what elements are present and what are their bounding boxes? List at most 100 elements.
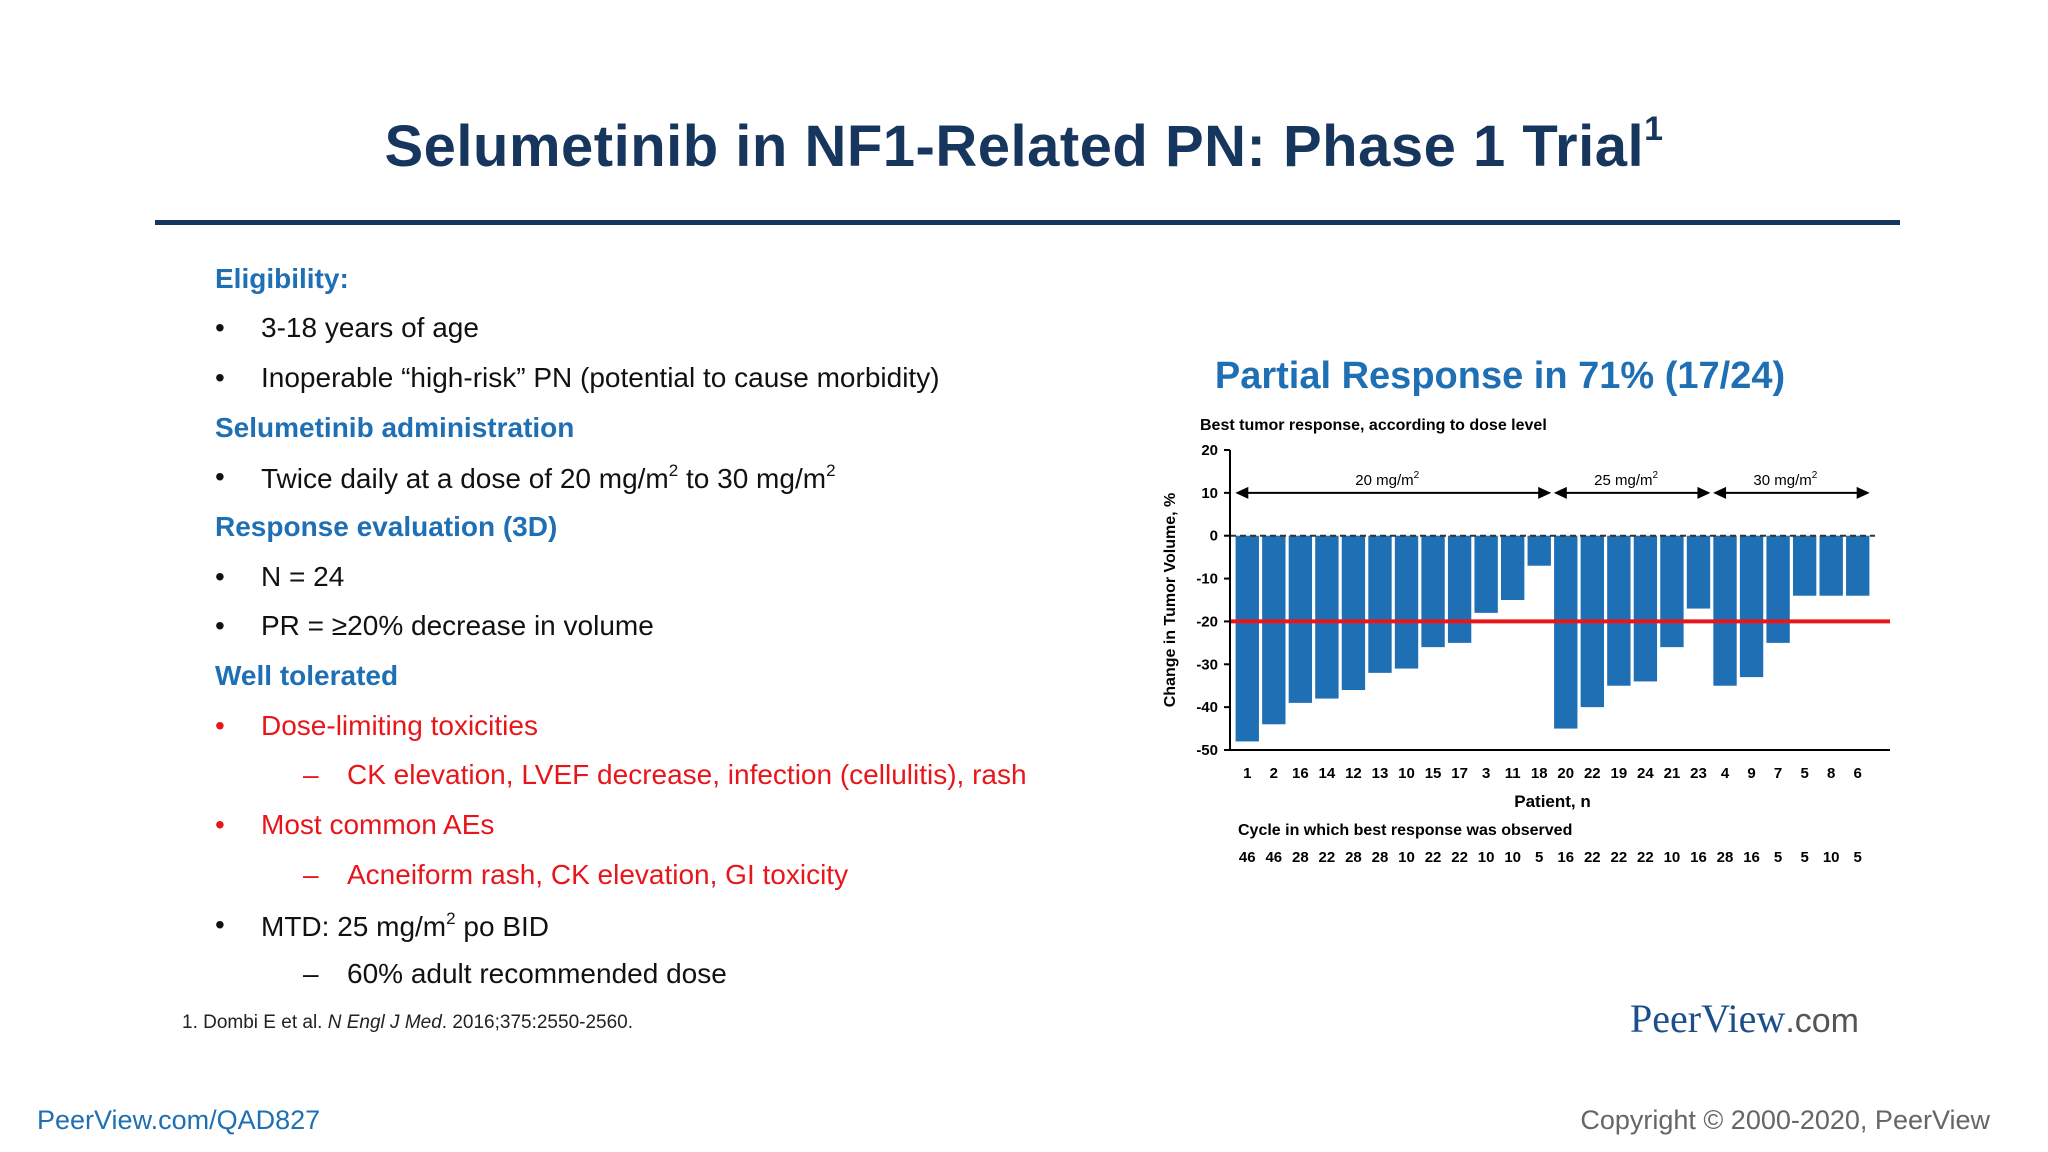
bullet-text: Dose-limiting toxicities bbox=[261, 710, 538, 741]
x-axis-label: Patient, n bbox=[1514, 792, 1591, 811]
bullet-text: N = 24 bbox=[261, 561, 345, 592]
waterfall-chart: Best tumor response, according to dose l… bbox=[1162, 417, 1890, 866]
mtd-text-b: po BID bbox=[455, 911, 549, 942]
cycle-label: Cycle in which best response was observe… bbox=[1238, 822, 1572, 839]
x-tick-label: 21 bbox=[1664, 765, 1681, 782]
section-response: Response evaluation (3D) bbox=[215, 511, 558, 542]
bullet-text: Acneiform rash, CK elevation, GI toxicit… bbox=[347, 859, 849, 890]
footer-link[interactable]: PeerView.com/QAD827 bbox=[37, 1105, 321, 1135]
cycle-value: 10 bbox=[1664, 849, 1681, 866]
cycle-value: 22 bbox=[1611, 849, 1628, 866]
bar-patient-21 bbox=[1660, 535, 1684, 648]
section-tolerated: Well tolerated bbox=[215, 660, 399, 691]
x-tick-label: 20 bbox=[1557, 765, 1574, 782]
y-axis-label: Change in Tumor Volume, % bbox=[1162, 493, 1179, 708]
mtd-sup: 2 bbox=[446, 909, 456, 928]
cycle-value: 46 bbox=[1239, 849, 1256, 866]
bullet-text: Most common AEs bbox=[261, 809, 495, 840]
bullet-dash: – bbox=[303, 859, 319, 890]
dose-text-a: Twice daily at a dose of 20 mg/m bbox=[261, 463, 669, 494]
bar-patient-1 bbox=[1235, 535, 1259, 742]
cycle-value: 46 bbox=[1265, 849, 1282, 866]
dose-text-b: to 30 mg/m bbox=[678, 463, 827, 494]
bar-patient-3 bbox=[1474, 535, 1498, 613]
x-tick-label: 9 bbox=[1747, 765, 1755, 782]
bar-patient-9 bbox=[1739, 535, 1764, 678]
cycle-value: 5 bbox=[1774, 849, 1782, 866]
bullet-dot: • bbox=[215, 461, 225, 492]
section-eligibility: Eligibility: bbox=[215, 263, 349, 294]
x-tick-label: 22 bbox=[1584, 765, 1601, 782]
cycle-value: 22 bbox=[1451, 849, 1468, 866]
arrowhead-right bbox=[1697, 486, 1711, 499]
bar-patient-8 bbox=[1819, 535, 1843, 596]
bullet-text: Twice daily at a dose of 20 mg/m 2 to 30 … bbox=[261, 461, 836, 495]
dose-label-1: 20 mg/m2 bbox=[1355, 470, 1419, 489]
section-administration: Selumetinib administration bbox=[215, 412, 575, 443]
x-tick-label: 12 bbox=[1345, 765, 1362, 782]
brand-suffix: .com bbox=[1785, 1002, 1859, 1040]
arrowhead-right bbox=[1856, 486, 1870, 499]
x-tick-label: 14 bbox=[1319, 765, 1336, 782]
chart-title: Best tumor response, according to dose l… bbox=[1200, 417, 1547, 434]
arrowhead-left bbox=[1553, 486, 1567, 499]
bar-patient-10 bbox=[1394, 535, 1419, 669]
y-tick-label: 20 bbox=[1201, 442, 1218, 459]
x-tick-label: 19 bbox=[1611, 765, 1628, 782]
dose-label-3: 30 mg/m2 bbox=[1753, 470, 1817, 489]
bar-patient-12 bbox=[1341, 535, 1366, 690]
cycle-value: 16 bbox=[1557, 849, 1574, 866]
arrowhead-left bbox=[1235, 486, 1249, 499]
chart-heading: Partial Response in 71% (17/24) bbox=[1214, 355, 1786, 397]
cycle-value: 22 bbox=[1319, 849, 1336, 866]
title-divider bbox=[155, 220, 1900, 225]
copyright: Copyright © 2000-2020, PeerView bbox=[1580, 1105, 1990, 1135]
x-tick-label: 24 bbox=[1637, 765, 1654, 782]
cycle-value: 5 bbox=[1854, 849, 1862, 866]
cycle-value: 16 bbox=[1690, 849, 1707, 866]
cycle-value: 5 bbox=[1535, 849, 1543, 866]
cycle-value: 10 bbox=[1478, 849, 1495, 866]
bar-patient-18 bbox=[1527, 535, 1551, 566]
bar-patient-13 bbox=[1368, 535, 1392, 673]
cycle-value: 22 bbox=[1584, 849, 1601, 866]
cycle-value: 22 bbox=[1425, 849, 1442, 866]
bullet-dot: • bbox=[215, 710, 225, 741]
dose-sup-2: 2 bbox=[826, 461, 836, 480]
x-tick-label: 17 bbox=[1451, 765, 1468, 782]
x-tick-label: 10 bbox=[1398, 765, 1415, 782]
bar-patient-24 bbox=[1633, 535, 1658, 682]
reference: 1. Dombi E et al. N Engl J Med. 2016;375… bbox=[182, 1012, 633, 1034]
reference-lead: 1. Dombi E et al. bbox=[182, 1012, 328, 1033]
bar-patient-11 bbox=[1501, 535, 1525, 600]
x-tick-label: 1 bbox=[1243, 765, 1251, 782]
x-tick-label: 2 bbox=[1270, 765, 1278, 782]
x-tick-label: 5 bbox=[1800, 765, 1808, 782]
y-tick-label: 0 bbox=[1210, 528, 1218, 545]
bar-patient-4 bbox=[1713, 535, 1737, 686]
x-tick-label: 16 bbox=[1292, 765, 1309, 782]
cycle-value: 16 bbox=[1743, 849, 1760, 866]
y-tick-label: 10 bbox=[1201, 485, 1218, 502]
reference-rest: . 2016;375:2550-2560. bbox=[441, 1012, 634, 1033]
y-tick-label: -10 bbox=[1196, 571, 1218, 588]
bullet-text: PR = ≥20% decrease in volume bbox=[261, 610, 654, 641]
bar-patient-14 bbox=[1315, 535, 1339, 699]
bullet-dot: • bbox=[215, 362, 225, 393]
bar-patient-19 bbox=[1607, 535, 1631, 686]
cycle-value: 10 bbox=[1398, 849, 1415, 866]
bullet-dot: • bbox=[215, 610, 225, 641]
bullet-text: Inoperable “high-risk” PN (potential to … bbox=[261, 362, 940, 393]
dose-label-2: 25 mg/m2 bbox=[1594, 470, 1658, 489]
cycle-value: 28 bbox=[1345, 849, 1362, 866]
cycle-value: 10 bbox=[1504, 849, 1521, 866]
slide-title-text: Selumetinib in NF1-Related PN: Phase 1 T… bbox=[384, 114, 1645, 179]
bar-patient-5 bbox=[1792, 535, 1817, 596]
bar-patient-6 bbox=[1846, 535, 1870, 596]
bullet-dash: – bbox=[303, 759, 319, 790]
mtd-text-a: MTD: 25 mg/m bbox=[261, 911, 447, 942]
arrowhead-left bbox=[1713, 486, 1727, 499]
x-tick-label: 11 bbox=[1505, 765, 1521, 782]
x-tick-label: 3 bbox=[1482, 765, 1490, 782]
cycle-value: 10 bbox=[1823, 849, 1840, 866]
